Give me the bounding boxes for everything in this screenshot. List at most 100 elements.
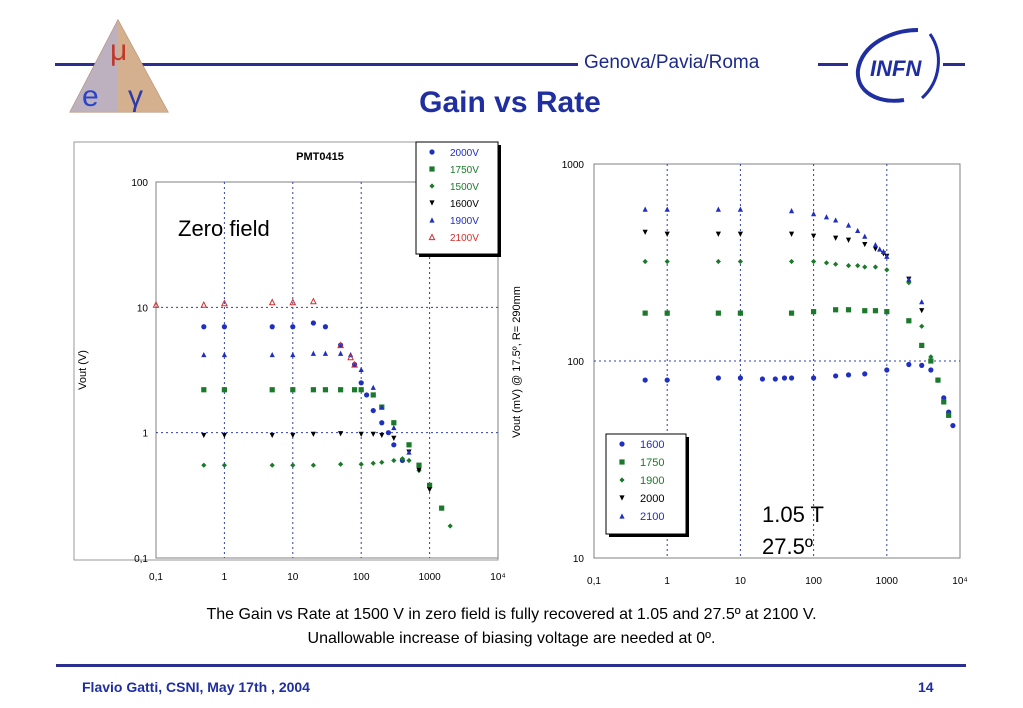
data-point bbox=[788, 258, 795, 265]
x-tick-label: 100 bbox=[805, 576, 822, 587]
data-point bbox=[884, 267, 890, 273]
data-point bbox=[290, 432, 296, 439]
data-point bbox=[351, 360, 358, 368]
caption-line-1: The Gain vs Rate at 1500 V in zero field… bbox=[206, 606, 817, 623]
data-point bbox=[391, 457, 397, 464]
data-point bbox=[391, 435, 397, 442]
legend-label: 2000 bbox=[640, 493, 664, 505]
data-point bbox=[919, 362, 925, 368]
data-point bbox=[759, 376, 766, 382]
data-point bbox=[642, 310, 648, 316]
data-point bbox=[322, 324, 329, 330]
footer-author: Flavio Gatti, CSNI, May 17th , 2004 bbox=[82, 679, 310, 695]
legend-label: 1750 bbox=[640, 457, 664, 469]
legend-label: 1600 bbox=[640, 439, 664, 451]
header-rule-left bbox=[55, 63, 578, 66]
data-point bbox=[379, 459, 385, 465]
data-point bbox=[715, 310, 721, 316]
data-point bbox=[269, 432, 275, 439]
legend-marker bbox=[429, 166, 435, 172]
data-point bbox=[347, 353, 355, 361]
data-point bbox=[862, 308, 868, 314]
data-point bbox=[358, 387, 364, 393]
data-point bbox=[351, 387, 358, 393]
data-point bbox=[269, 324, 275, 330]
data-point bbox=[833, 217, 839, 223]
legend-marker bbox=[429, 200, 435, 206]
data-point bbox=[737, 231, 743, 237]
data-point bbox=[788, 231, 795, 237]
data-point bbox=[884, 309, 890, 315]
data-point bbox=[811, 211, 817, 217]
data-point bbox=[811, 309, 817, 315]
data-point bbox=[338, 431, 344, 437]
data-point bbox=[906, 318, 912, 324]
data-point bbox=[310, 462, 316, 468]
data-point bbox=[642, 206, 648, 212]
data-point bbox=[788, 310, 795, 316]
legend-marker bbox=[429, 183, 435, 189]
data-point bbox=[872, 308, 879, 314]
data-point bbox=[391, 420, 397, 426]
legend-marker bbox=[619, 495, 625, 501]
data-point bbox=[310, 350, 316, 356]
data-point bbox=[919, 308, 925, 314]
y-tick-label: 0,1 bbox=[134, 554, 148, 565]
header-rule-right bbox=[943, 63, 965, 66]
logo-mu-glyph: μ bbox=[110, 34, 127, 67]
data-point bbox=[811, 258, 817, 265]
data-point bbox=[201, 324, 207, 330]
x-tick-label: 1000 bbox=[418, 572, 441, 583]
data-point bbox=[664, 377, 670, 383]
data-point bbox=[200, 300, 208, 308]
data-point bbox=[370, 407, 376, 414]
data-point bbox=[322, 387, 329, 393]
data-point bbox=[845, 372, 852, 378]
annotation-field-angle: 27.5º bbox=[762, 534, 813, 559]
data-point bbox=[880, 248, 887, 255]
data-point bbox=[391, 442, 397, 448]
data-point bbox=[391, 424, 397, 431]
data-point bbox=[406, 449, 412, 455]
data-point bbox=[427, 487, 433, 493]
data-point bbox=[427, 484, 433, 490]
x-tick-label: 0,1 bbox=[149, 572, 163, 583]
data-point bbox=[862, 241, 868, 248]
x-tick-label: 10 bbox=[287, 572, 299, 583]
data-point bbox=[290, 462, 296, 468]
legend-marker bbox=[429, 149, 435, 155]
x-tick-label: 10 bbox=[735, 576, 747, 587]
data-point bbox=[399, 456, 405, 462]
footer-rule bbox=[56, 664, 966, 667]
y-axis-label: Vout (mV) @ 17.5º, R= 290mm bbox=[511, 286, 523, 438]
logo-e-glyph: e bbox=[82, 80, 99, 113]
data-point bbox=[289, 298, 297, 306]
data-point bbox=[358, 380, 364, 386]
data-point bbox=[338, 387, 344, 393]
data-point bbox=[919, 323, 925, 329]
data-point bbox=[268, 298, 276, 306]
data-point bbox=[906, 280, 912, 286]
legend-marker bbox=[429, 217, 435, 223]
data-point bbox=[406, 457, 412, 464]
data-point bbox=[337, 341, 345, 349]
data-point bbox=[338, 342, 344, 348]
data-point bbox=[152, 300, 160, 308]
data-point bbox=[290, 351, 296, 358]
data-point bbox=[833, 261, 839, 267]
data-point bbox=[781, 375, 788, 381]
series-1600V bbox=[201, 431, 433, 493]
data-point bbox=[788, 208, 795, 214]
chart-left: 0,1 1 10 100 1000 10⁴ 100 10 1 0,1 Vout (V) PMT0415… bbox=[73, 141, 506, 583]
data-point bbox=[416, 462, 422, 468]
legend: 1600 1750 1900 2000 2100 bbox=[605, 433, 689, 537]
x-tick-label: 1000 bbox=[876, 576, 899, 587]
data-point bbox=[664, 231, 670, 237]
annotation-field-angle: 1.05 T bbox=[762, 502, 824, 527]
data-point bbox=[439, 505, 445, 511]
data-point bbox=[309, 297, 317, 305]
data-point bbox=[338, 461, 344, 467]
data-point bbox=[338, 350, 344, 356]
data-point bbox=[221, 462, 227, 468]
data-point bbox=[833, 373, 839, 379]
